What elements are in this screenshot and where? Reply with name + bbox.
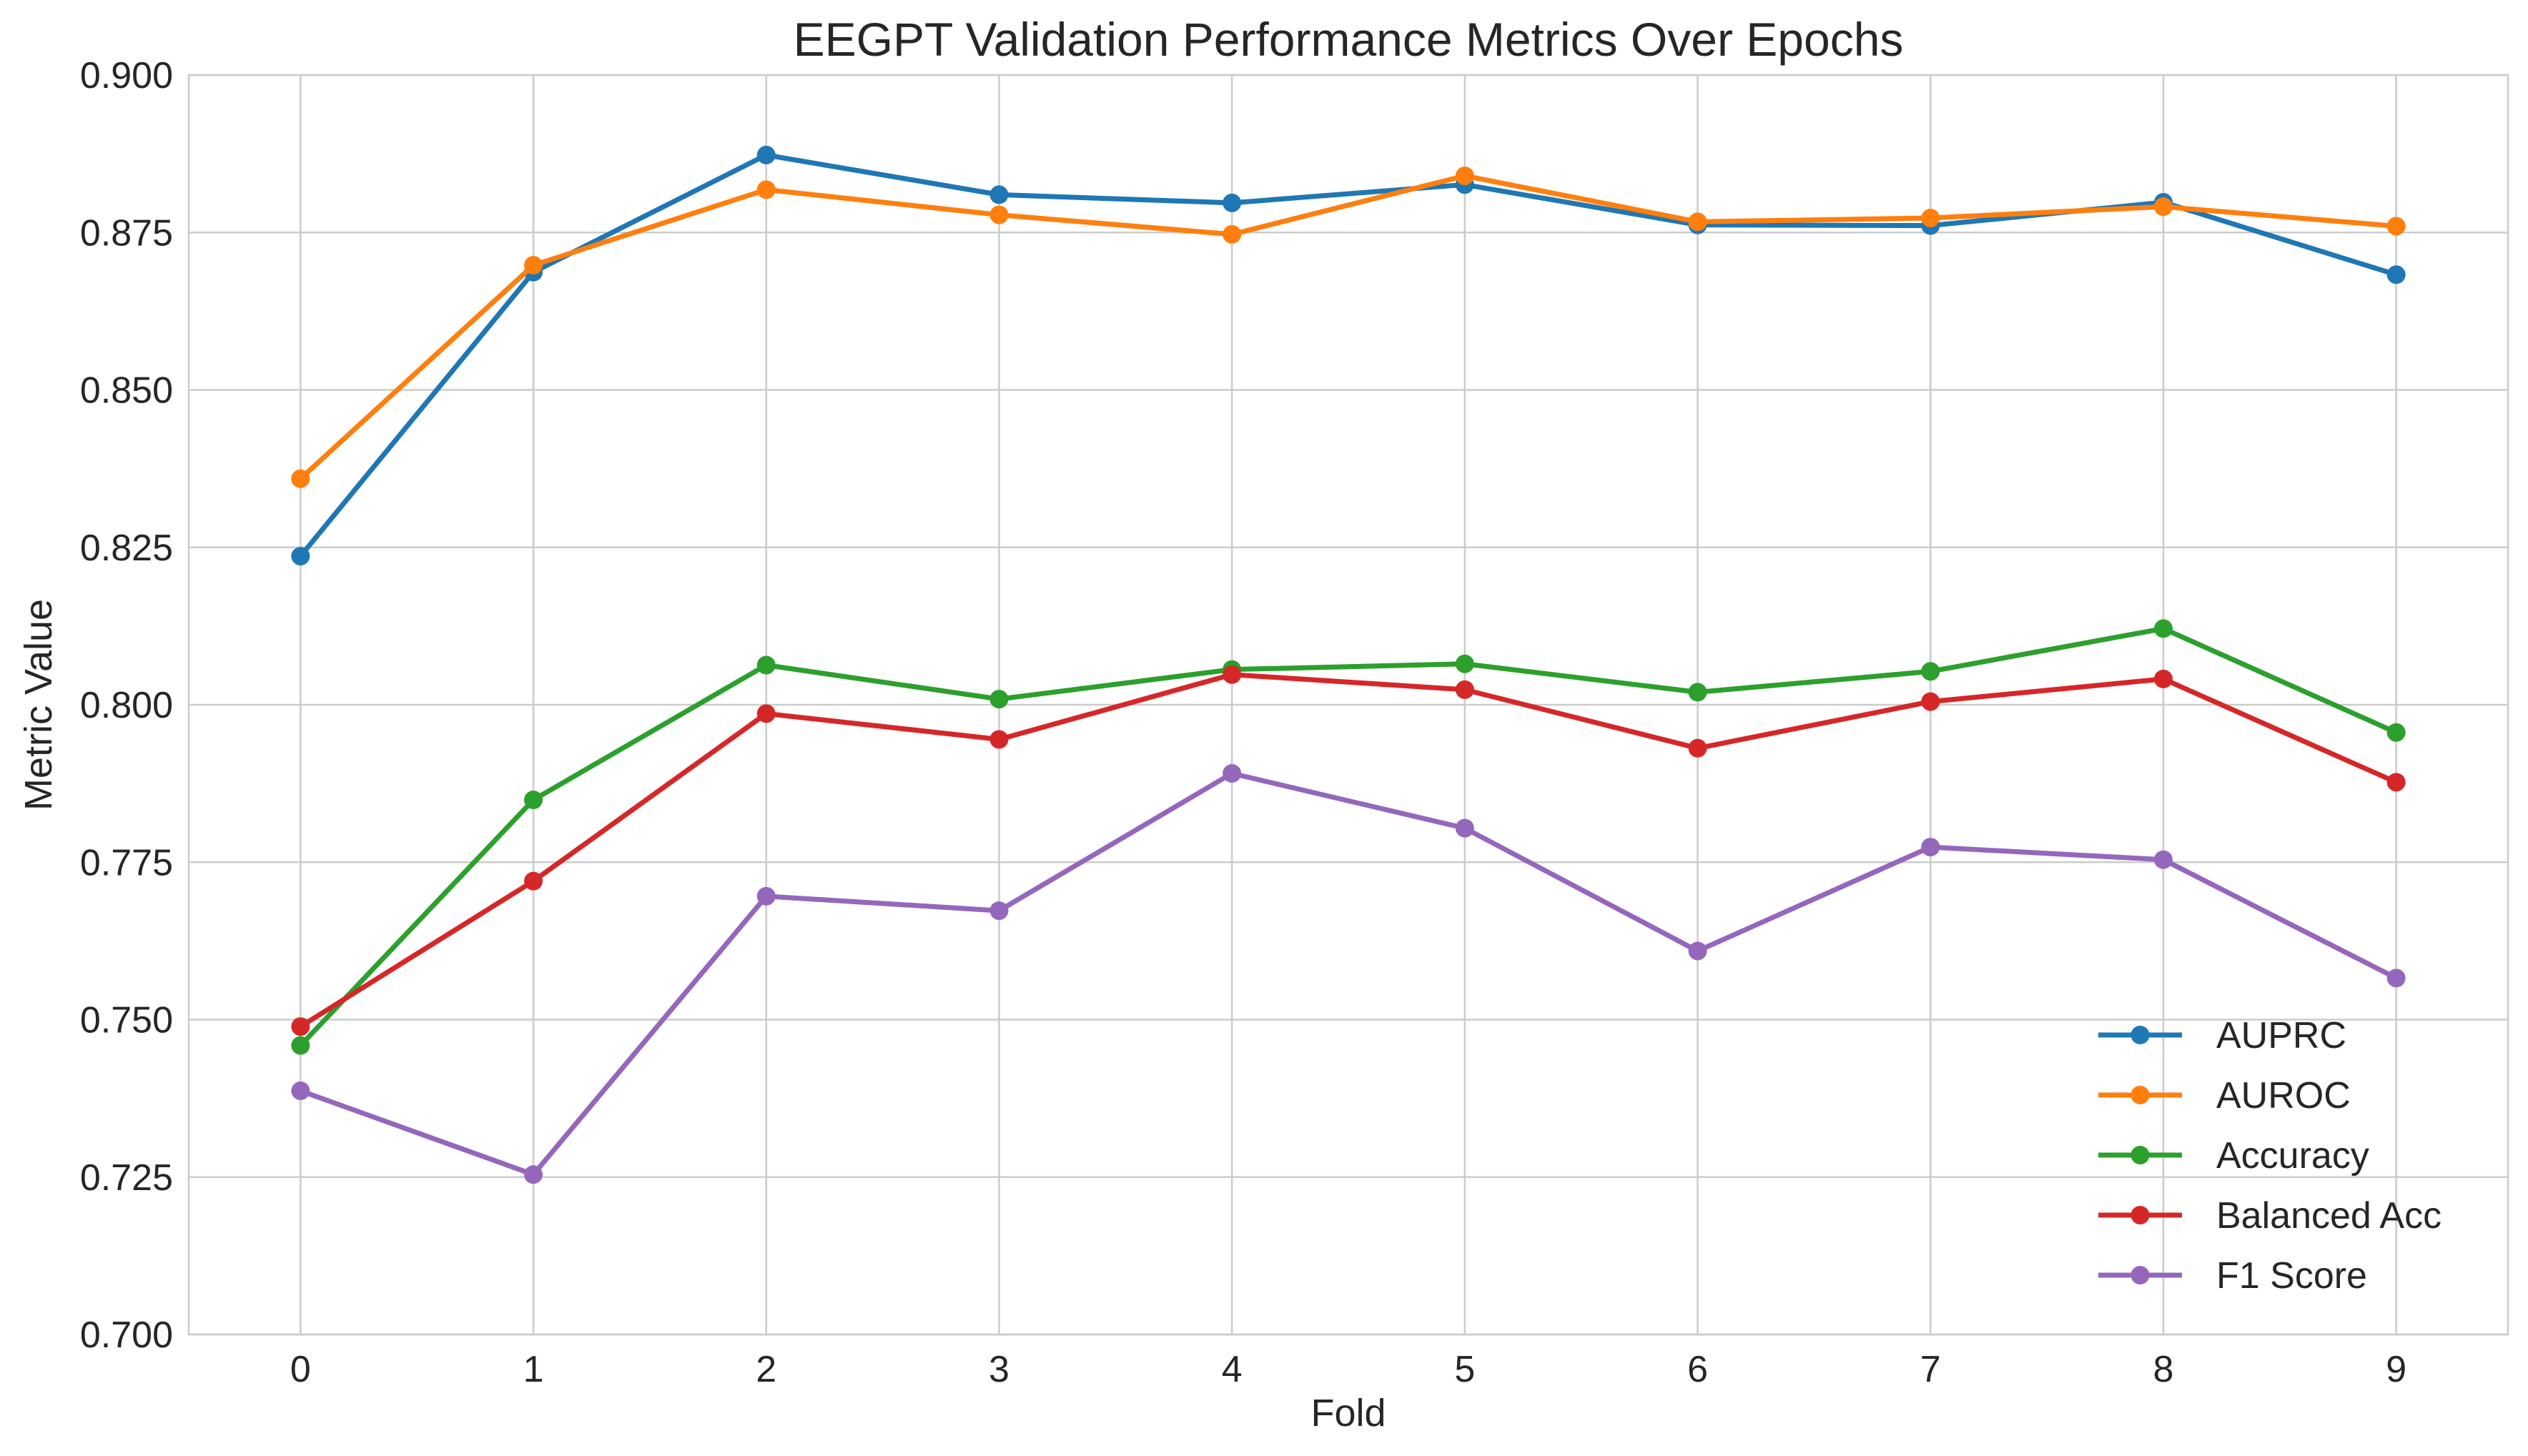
data-point xyxy=(1223,193,1242,212)
x-tick-label: 6 xyxy=(1687,1349,1708,1390)
plot-area-frame xyxy=(187,74,2509,1336)
data-point xyxy=(524,871,543,891)
data-point xyxy=(989,901,1009,921)
y-tick-label: 0.825 xyxy=(80,528,173,569)
legend-marker xyxy=(2130,1266,2150,1284)
y-tick-label: 0.875 xyxy=(80,212,173,254)
x-axis-ticks: 0 1 2 3 4 5 6 7 8 9 xyxy=(290,1349,2406,1390)
data-point xyxy=(2386,265,2406,284)
y-tick-label: 0.750 xyxy=(80,1000,173,1041)
y-tick-label: 0.775 xyxy=(80,842,173,883)
x-tick-label: 5 xyxy=(1454,1349,1475,1390)
data-point xyxy=(1223,665,1242,684)
legend-item: Accuracy xyxy=(2098,1135,2369,1177)
data-point xyxy=(524,791,543,810)
data-point xyxy=(2386,969,2406,988)
data-point xyxy=(2386,723,2406,742)
x-tick-label: 9 xyxy=(2386,1349,2406,1390)
chart-title: EEGPT Validation Performance Metrics Ove… xyxy=(794,13,1904,66)
y-axis-label: Metric Value xyxy=(17,599,60,811)
legend-marker xyxy=(2130,1026,2150,1044)
series-auroc xyxy=(291,166,2406,488)
y-tick-label: 0.700 xyxy=(80,1314,173,1356)
legend: AUPRC AUROC Accuracy Balanced Acc F1 Score xyxy=(2098,1015,2441,1297)
y-tick-label: 0.900 xyxy=(80,55,173,96)
series-balanced-acc xyxy=(291,665,2406,1036)
data-point xyxy=(524,256,543,275)
data-point xyxy=(1455,680,1474,699)
data-point xyxy=(2386,217,2406,236)
data-point xyxy=(756,704,776,723)
data-point xyxy=(1455,818,1474,838)
data-point xyxy=(989,205,1009,224)
x-tick-label: 4 xyxy=(1222,1349,1243,1390)
data-point xyxy=(756,886,776,906)
series-line xyxy=(297,173,2399,482)
series-line xyxy=(297,771,2399,1177)
data-point xyxy=(291,1017,310,1036)
data-point xyxy=(1455,166,1474,185)
x-axis-label: Fold xyxy=(1310,1392,1386,1435)
legend-marker xyxy=(2130,1086,2150,1104)
legend-marker xyxy=(2130,1146,2150,1164)
data-point xyxy=(1688,683,1707,702)
series-lines xyxy=(291,145,2406,1184)
legend-label: F1 Score xyxy=(2216,1255,2367,1297)
data-point xyxy=(291,469,310,488)
legend-item: F1 Score xyxy=(2098,1255,2367,1297)
y-tick-label: 0.800 xyxy=(80,685,173,726)
data-point xyxy=(756,145,776,164)
data-point xyxy=(989,690,1009,709)
data-point xyxy=(524,1165,543,1184)
data-point xyxy=(1688,212,1707,232)
data-point xyxy=(1921,662,1940,681)
legend-label: AUPRC xyxy=(2216,1015,2346,1056)
legend-label: Balanced Acc xyxy=(2216,1195,2441,1237)
series-line xyxy=(297,625,2399,1049)
y-tick-label: 0.725 xyxy=(80,1157,173,1199)
x-tick-label: 1 xyxy=(523,1349,544,1390)
series-f1-score xyxy=(291,764,2406,1184)
legend-item: Balanced Acc xyxy=(2098,1195,2441,1237)
data-point xyxy=(989,185,1009,204)
data-point xyxy=(1921,692,1940,711)
data-point xyxy=(2153,197,2173,217)
x-tick-label: 2 xyxy=(756,1349,776,1390)
data-point xyxy=(2386,773,2406,792)
legend-label: Accuracy xyxy=(2216,1135,2369,1177)
legend-label: AUROC xyxy=(2216,1075,2351,1116)
data-point xyxy=(1455,654,1474,673)
data-point xyxy=(1223,764,1242,783)
x-tick-label: 8 xyxy=(2153,1349,2173,1390)
x-tick-label: 3 xyxy=(989,1349,1009,1390)
data-point xyxy=(1688,941,1707,961)
legend-item: AUROC xyxy=(2098,1075,2351,1116)
data-point xyxy=(291,1081,310,1101)
data-point xyxy=(2153,619,2173,638)
data-point xyxy=(2153,669,2173,688)
data-point xyxy=(1921,838,1940,857)
data-point xyxy=(756,180,776,199)
data-point xyxy=(1223,224,1242,244)
data-point xyxy=(989,730,1009,749)
data-point xyxy=(1688,738,1707,758)
legend-item: AUPRC xyxy=(2098,1015,2346,1056)
y-axis-ticks: 0.700 0.725 0.750 0.775 0.800 0.825 0.850 0.875… xyxy=(80,55,173,1356)
legend-marker xyxy=(2130,1206,2150,1224)
series-line xyxy=(297,672,2399,1029)
y-tick-label: 0.850 xyxy=(80,370,173,412)
x-tick-label: 7 xyxy=(1920,1349,1941,1390)
data-point xyxy=(756,655,776,675)
data-point xyxy=(291,1036,310,1055)
x-tick-label: 0 xyxy=(290,1349,311,1390)
data-point xyxy=(291,547,310,566)
data-point xyxy=(2153,850,2173,869)
data-point xyxy=(1921,208,1940,227)
